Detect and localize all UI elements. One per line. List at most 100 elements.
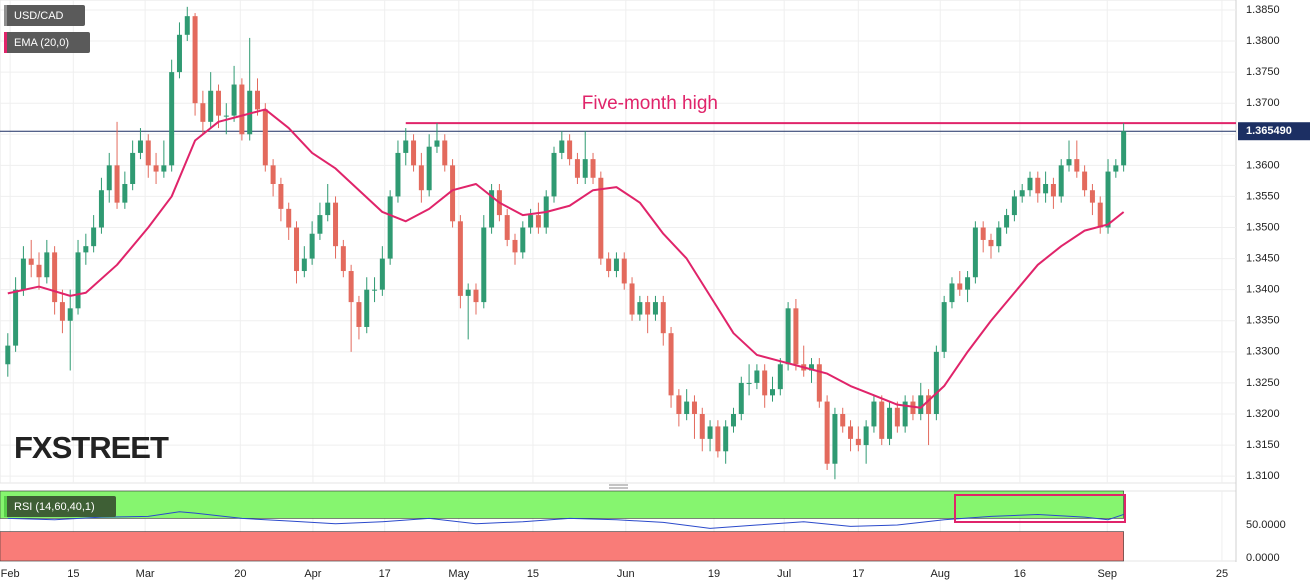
- price-tag-label: 1.365490: [1246, 125, 1292, 137]
- candle-body: [457, 221, 463, 296]
- y-tick-label: 1.3300: [1246, 346, 1280, 358]
- divider-handle: [609, 484, 628, 489]
- candle-body: [489, 190, 495, 228]
- candle-body: [699, 414, 705, 439]
- y-tick-label: 1.3400: [1246, 284, 1280, 296]
- candle-body: [824, 401, 830, 464]
- candle-body: [262, 109, 268, 166]
- candle-body: [13, 289, 19, 346]
- legend-label: EMA (20,0): [14, 37, 69, 49]
- candle-body: [988, 239, 994, 247]
- y-tick-label: 1.3350: [1246, 315, 1280, 327]
- candle-body: [691, 401, 697, 414]
- candle-body: [848, 426, 854, 439]
- candle-body: [450, 165, 456, 222]
- legend-box: [4, 5, 85, 26]
- x-tick-label: May: [448, 568, 469, 580]
- candle-body: [559, 140, 565, 153]
- candle-body: [770, 389, 775, 396]
- candle-body: [75, 252, 81, 309]
- x-tick-label: Mar: [136, 568, 155, 580]
- candle-body: [965, 277, 971, 290]
- candle-body: [1121, 131, 1127, 166]
- candle-body: [231, 84, 237, 116]
- candle-body: [130, 152, 136, 184]
- candle-body: [379, 258, 385, 290]
- candle-body: [364, 289, 370, 327]
- legend-swatch: [4, 32, 7, 53]
- candle-body: [317, 215, 323, 234]
- candle-body: [504, 215, 510, 240]
- candle-body: [270, 165, 276, 184]
- y-tick-label: 1.3850: [1246, 4, 1280, 16]
- candle-body: [809, 364, 815, 371]
- x-tick-label: Feb: [1, 568, 20, 580]
- candle-body: [83, 246, 89, 253]
- candle-body: [707, 426, 713, 439]
- ema-line: [7, 108, 1125, 409]
- candle-body: [528, 215, 534, 228]
- candle-body: [972, 227, 978, 278]
- candle-body: [169, 72, 175, 166]
- candle-body: [278, 184, 284, 209]
- candle-body: [403, 140, 409, 153]
- candle-body: [1027, 177, 1033, 191]
- candle-body: [598, 177, 604, 259]
- candle-body: [1066, 159, 1072, 166]
- candle-body: [738, 382, 744, 414]
- candle-body: [652, 302, 658, 315]
- candle-body: [442, 140, 448, 166]
- y-tick-label: 1.3600: [1246, 159, 1280, 171]
- legend-swatch: [4, 5, 7, 26]
- candle-body: [684, 401, 690, 414]
- candle-body: [387, 196, 393, 259]
- candle-body: [1113, 165, 1119, 172]
- candle-body: [629, 283, 635, 315]
- annotation-label: Five-month high: [582, 93, 718, 114]
- candle-body: [161, 165, 167, 172]
- candle-body: [239, 84, 245, 135]
- candle-body: [59, 302, 65, 321]
- candle-body: [871, 401, 877, 427]
- candle-body: [582, 159, 588, 178]
- candle-body: [793, 308, 799, 365]
- candle-body: [535, 215, 541, 228]
- candle-body: [200, 103, 206, 122]
- candle-body: [28, 258, 34, 265]
- x-tick-label: 15: [527, 568, 539, 580]
- candle-body: [1019, 190, 1025, 197]
- candle-body: [1089, 190, 1095, 203]
- candle-body: [301, 258, 307, 272]
- candle-body: [918, 395, 924, 414]
- candle-body: [621, 258, 627, 284]
- candle-body: [816, 364, 822, 402]
- candle-body: [481, 227, 487, 303]
- candle-body: [762, 370, 768, 396]
- candle-body: [411, 140, 417, 166]
- candle-body: [1097, 202, 1103, 228]
- watermark: FXSTREET: [14, 430, 169, 465]
- y-tick-label: 1.3700: [1246, 97, 1280, 109]
- candle-body: [957, 283, 963, 290]
- candle-body: [106, 165, 112, 191]
- candle-body: [426, 146, 432, 191]
- x-tick-label: Aug: [930, 568, 950, 580]
- candle-body: [1074, 159, 1080, 172]
- y-tick-label: 1.3550: [1246, 190, 1280, 202]
- y-tick-label: 1.3450: [1246, 253, 1280, 265]
- candle-body: [887, 407, 893, 439]
- candle-body: [215, 90, 221, 116]
- price-tag: [1238, 122, 1310, 141]
- plot: 1.3100 1.3150 1.3200 1.3250 1.3300 1.3350 1.34…: [0, 4, 1310, 580]
- candle-body: [1011, 196, 1017, 216]
- candle-body: [996, 227, 1002, 247]
- candle-body: [192, 16, 198, 104]
- candle-body: [715, 426, 721, 452]
- y-tick-label: 1.3100: [1246, 470, 1280, 482]
- candle-body: [1082, 171, 1088, 191]
- candle-body: [567, 140, 573, 160]
- candle-body: [1058, 165, 1064, 197]
- candle-body: [122, 184, 128, 203]
- candle-body: [395, 152, 401, 197]
- candle-body: [325, 202, 331, 216]
